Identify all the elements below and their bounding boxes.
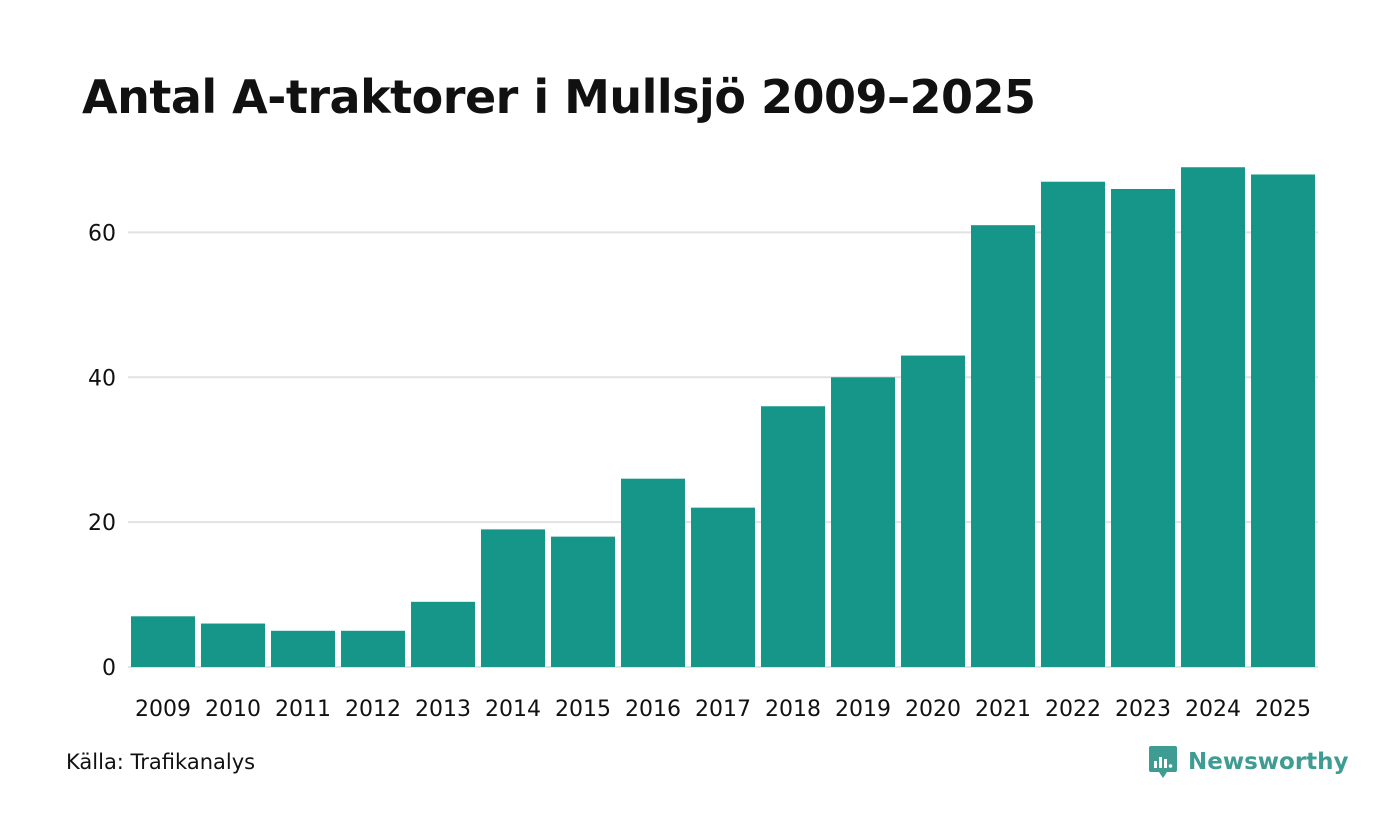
chart-title: Antal A-traktorer i Mullsjö 2009–2025 <box>82 70 1036 124</box>
x-tick-label: 2009 <box>135 697 191 722</box>
bar-2025 <box>1251 174 1315 667</box>
bar-2012 <box>341 630 405 667</box>
bar-2015 <box>551 536 615 667</box>
y-tick-label: 60 <box>88 221 116 246</box>
x-tick-label: 2020 <box>905 697 961 722</box>
bar-2013 <box>411 601 475 667</box>
bar-2020 <box>901 355 965 667</box>
x-tick-label: 2025 <box>1255 697 1311 722</box>
x-tick-label: 2015 <box>555 697 611 722</box>
bar-2011 <box>271 630 335 667</box>
x-tick-label: 2018 <box>765 697 821 722</box>
x-tick-label: 2019 <box>835 697 891 722</box>
x-tick-label: 2012 <box>345 697 401 722</box>
x-tick-label: 2016 <box>625 697 681 722</box>
bar-2024 <box>1181 167 1245 667</box>
brand: Newsworthy <box>1148 744 1349 780</box>
x-axis-ticks: 2009 2010 2011 2012 2013 2014 2015 2016 2017 2018… <box>135 697 1311 722</box>
x-tick-label: 2010 <box>205 697 261 722</box>
x-tick-label: 2011 <box>275 697 331 722</box>
newsworthy-logo-icon <box>1149 746 1177 778</box>
bar-chart: 0 20 40 60 2009 2010 2011 2012 2013 2014 2015 2016… <box>88 167 1318 722</box>
x-tick-label: 2022 <box>1045 697 1101 722</box>
x-tick-label: 2023 <box>1115 697 1171 722</box>
bar-2022 <box>1041 181 1105 667</box>
x-tick-label: 2014 <box>485 697 541 722</box>
bar-2010 <box>201 623 265 667</box>
bars <box>131 167 1315 667</box>
x-tick-label: 2017 <box>695 697 751 722</box>
x-tick-label: 2013 <box>415 697 471 722</box>
bar-2014 <box>481 529 545 667</box>
bar-2018 <box>761 406 825 667</box>
x-tick-label: 2021 <box>975 697 1031 722</box>
source-note: Källa: Trafikanalys <box>66 750 256 774</box>
x-tick-label: 2024 <box>1185 697 1241 722</box>
y-axis-ticks: 0 20 40 60 <box>88 221 116 681</box>
bar-2016 <box>621 478 685 667</box>
bar-2021 <box>971 225 1035 667</box>
brand-name: Newsworthy <box>1188 749 1349 775</box>
y-tick-label: 40 <box>88 366 116 391</box>
bar-2017 <box>691 507 755 667</box>
y-tick-label: 0 <box>102 656 116 681</box>
bar-2023 <box>1111 188 1175 667</box>
bar-2019 <box>831 377 895 667</box>
bar-2009 <box>131 616 195 667</box>
y-tick-label: 20 <box>88 511 116 536</box>
